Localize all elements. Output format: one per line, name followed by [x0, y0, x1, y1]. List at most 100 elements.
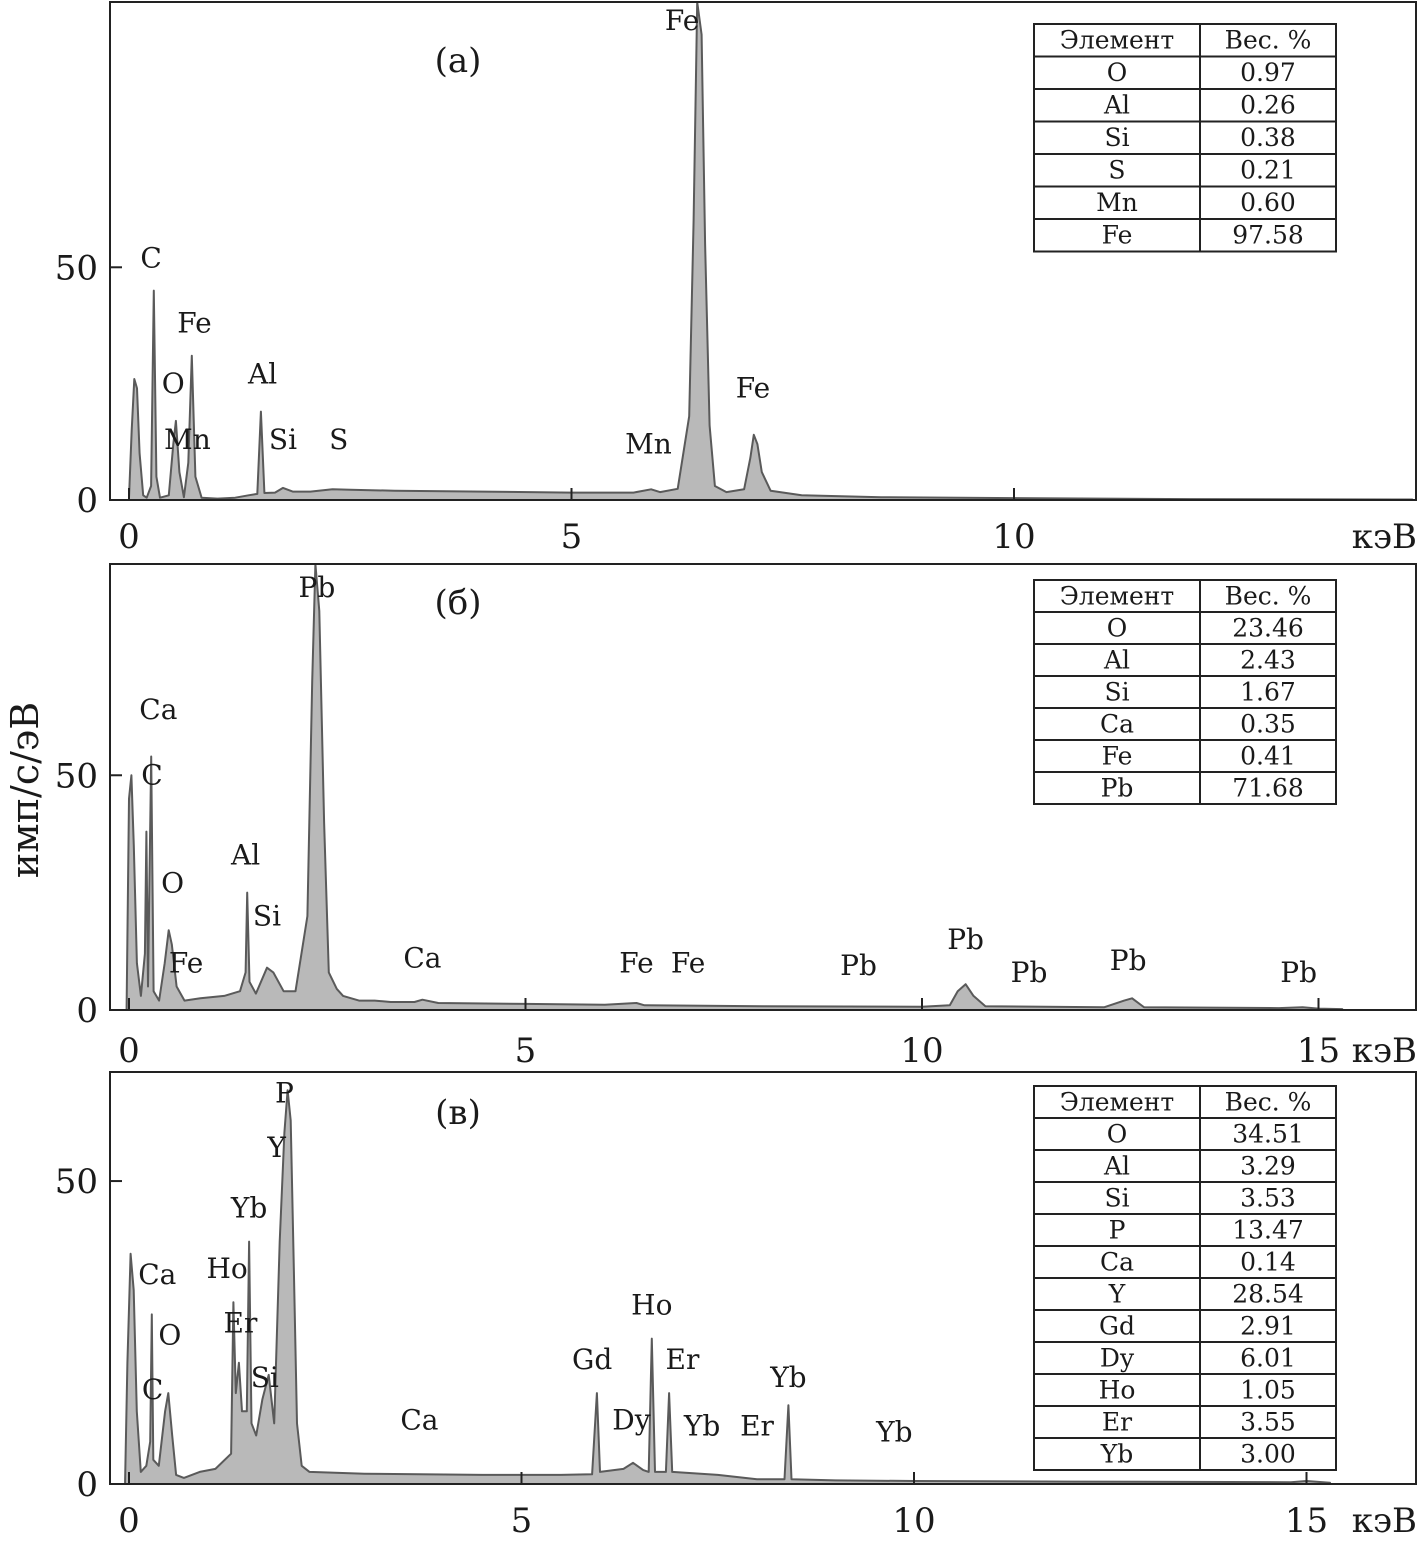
peak-label: Al	[247, 358, 277, 391]
table-cell: O	[1107, 613, 1128, 642]
peak-label: Pb	[1280, 956, 1317, 989]
peak-label: O	[161, 867, 184, 900]
peak-label: O	[162, 367, 185, 400]
table-cell: 1.05	[1240, 1375, 1296, 1404]
table-cell: Er	[1102, 1407, 1132, 1436]
table-cell: 0.38	[1240, 123, 1296, 152]
panel-label: (a)	[435, 41, 482, 81]
table-cell: 3.00	[1240, 1439, 1296, 1468]
table-cell: Fe	[1102, 741, 1133, 770]
panel-label: (б)	[435, 583, 482, 623]
peak-label: Dy	[612, 1403, 650, 1436]
table-cell: 97.58	[1232, 221, 1304, 250]
table-cell: 3.29	[1240, 1151, 1296, 1180]
table-cell: Ca	[1100, 1247, 1134, 1276]
table-cell: 6.01	[1240, 1343, 1296, 1372]
peak-label: Fe	[736, 372, 770, 405]
peak-label: Ho	[631, 1288, 672, 1321]
spectrum-area	[125, 564, 1344, 1010]
x-tick-label: 5	[515, 1031, 537, 1071]
table-cell: Al	[1103, 1151, 1130, 1180]
table-header-cell: Вес. %	[1225, 581, 1312, 610]
peak-label: Gd	[572, 1343, 612, 1376]
peak-label: Ca	[403, 942, 441, 975]
peak-label: Er	[224, 1307, 258, 1340]
y-tick-label: 50	[55, 248, 98, 288]
composition-table: Элемент Вес. % O 0.97 Al 0.26 Si 0.38 S 0.21 Mn 0.6…	[1033, 23, 1337, 253]
peak-label: Al	[230, 838, 260, 871]
peak-label: Fe	[169, 946, 203, 979]
table-cell: 0.26	[1240, 91, 1296, 120]
table-header-cell: Вес. %	[1225, 1087, 1312, 1116]
spectrum-panel-1: 0 5 10 0 50 кэВ (a) C Fe O Mn Al Si S Fe Mn Fe Элемент Вес…	[55, 1, 1417, 557]
peak-label: Ca	[139, 693, 177, 726]
peak-label: Si	[253, 899, 281, 932]
table-cell: 0.35	[1240, 709, 1296, 738]
peak-label: C	[140, 241, 161, 274]
table-cell: Al	[1103, 91, 1130, 120]
table-cell: Gd	[1099, 1311, 1135, 1340]
table-header-cell: Вес. %	[1225, 26, 1312, 55]
peak-label: Si	[269, 423, 297, 456]
table-header-cell: Элемент	[1060, 1087, 1175, 1116]
x-tick-label: 0	[118, 1031, 140, 1071]
x-tick-label: 10	[992, 517, 1035, 557]
peak-label: Mn	[625, 427, 672, 460]
table-cell: 0.41	[1240, 741, 1296, 770]
table-header-cell: Элемент	[1060, 581, 1175, 610]
spectrum-panel-3: 0 5 10 15050кэВ(в)CaOCHoYbErSiYPCaGdDyHoErY…	[55, 1071, 1417, 1541]
plot-frame	[109, 1, 1417, 501]
composition-table: Элемент Вес. % O 34.51 Al 3.29 Si 3.53 P 13.47 Ca 0…	[1033, 1085, 1337, 1471]
peak-label: Yb	[769, 1361, 806, 1394]
plot-frame	[109, 563, 1417, 1011]
y-tick-label: 50	[55, 1162, 98, 1202]
table-cell: 0.21	[1240, 156, 1296, 185]
x-unit-label: кэВ	[1352, 1031, 1417, 1071]
table-cell: 0.97	[1240, 58, 1296, 87]
peak-label: Pb	[840, 949, 877, 982]
table-cell: 2.43	[1240, 645, 1296, 674]
peak-label: Yb	[230, 1191, 267, 1224]
table-cell: 2.91	[1240, 1311, 1296, 1340]
table-cell: 1.67	[1240, 677, 1296, 706]
x-tick-label: 0	[118, 517, 140, 557]
table-cell: 0.60	[1240, 188, 1296, 217]
table-cell: Si	[1104, 1183, 1129, 1212]
peak-label: Pb	[947, 923, 984, 956]
table-cell: O	[1107, 58, 1128, 87]
peak-label: Yb	[683, 1410, 720, 1443]
x-tick-label: 10	[900, 1031, 943, 1071]
x-tick-label: 15	[1297, 1031, 1340, 1071]
x-tick-label: 5	[511, 1501, 533, 1541]
peak-label: S	[329, 423, 348, 456]
table-cell: Si	[1104, 123, 1129, 152]
table-cell: O	[1107, 1119, 1128, 1148]
y-tick-label: 0	[76, 1465, 98, 1505]
peak-label: Fe	[665, 4, 699, 37]
x-tick-label: 0	[118, 1501, 140, 1541]
table-cell: Yb	[1100, 1439, 1134, 1468]
table-border	[1033, 579, 1337, 805]
x-unit-label: кэВ	[1352, 517, 1417, 557]
table-cell: Mn	[1096, 188, 1138, 217]
y-tick-label: 50	[55, 756, 98, 796]
table-cell: 3.55	[1240, 1407, 1296, 1436]
table-cell: 3.53	[1240, 1183, 1296, 1212]
peak-label: Ho	[206, 1252, 247, 1285]
y-tick-label: 0	[76, 991, 98, 1031]
table-cell: Y	[1108, 1279, 1126, 1308]
peak-label: Ca	[138, 1258, 176, 1291]
peak-label: Pb	[1110, 944, 1147, 977]
table-border	[1033, 23, 1337, 253]
peak-label: C	[141, 759, 162, 792]
table-header-cell: Элемент	[1060, 26, 1175, 55]
y-tick-label: 0	[76, 481, 98, 521]
x-tick-label: 10	[892, 1501, 935, 1541]
panel-label: (в)	[435, 1093, 481, 1133]
peak-label: C	[142, 1373, 163, 1406]
peak-label: Er	[740, 1410, 774, 1443]
peak-label: Ca	[400, 1403, 438, 1436]
peak-label: Y	[266, 1131, 286, 1164]
x-unit-label: кэВ	[1352, 1501, 1417, 1541]
table-cell: Fe	[1102, 221, 1133, 250]
